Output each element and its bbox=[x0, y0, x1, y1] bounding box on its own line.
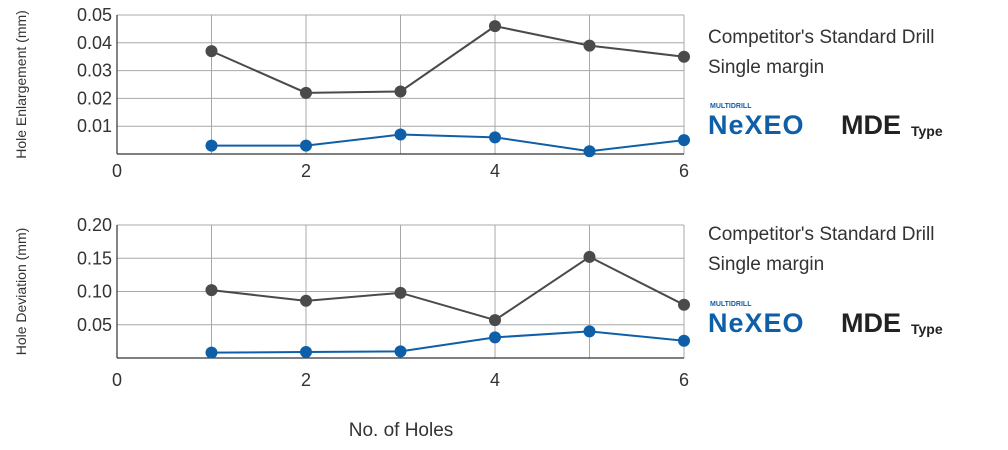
brand-model-text: MDE bbox=[841, 110, 901, 140]
y-tick-label: 0.05 bbox=[77, 5, 112, 25]
legend-competitor-line2: Single margin bbox=[708, 57, 824, 78]
y-tick-label: 0.03 bbox=[77, 61, 112, 81]
series-line bbox=[211, 330, 685, 354]
data-point bbox=[394, 128, 407, 141]
y-tick-label: 0.01 bbox=[77, 116, 112, 136]
brand-suffix-text: Type bbox=[911, 123, 943, 139]
data-point bbox=[583, 39, 596, 52]
data-point bbox=[489, 20, 501, 33]
data-point bbox=[205, 139, 218, 152]
data-point bbox=[583, 145, 596, 158]
data-point bbox=[678, 334, 690, 347]
y-tick-label: 0.15 bbox=[77, 248, 112, 268]
series-line bbox=[211, 133, 685, 153]
legend-competitor-line1: Competitor's Standard Drill bbox=[708, 224, 934, 245]
x-tick-label: 2 bbox=[301, 370, 311, 390]
x-tick-label: 0 bbox=[112, 370, 122, 390]
data-point bbox=[489, 314, 501, 327]
data-point bbox=[300, 86, 312, 99]
data-point bbox=[394, 345, 407, 358]
data-point bbox=[300, 139, 312, 152]
data-point bbox=[678, 134, 690, 147]
data-point bbox=[205, 45, 218, 58]
data-point bbox=[678, 50, 690, 63]
data-point bbox=[678, 298, 690, 311]
series-nexeo-mde bbox=[205, 325, 690, 359]
series-line bbox=[211, 25, 685, 94]
y-tick-label: 0.10 bbox=[77, 282, 112, 302]
data-point bbox=[583, 250, 596, 263]
brand-model-text: MDE bbox=[841, 308, 901, 338]
data-point bbox=[205, 346, 218, 359]
y-axis-label: Hole Enlargement (mm) bbox=[13, 10, 29, 159]
y-axis-label: Hole Deviation (mm) bbox=[13, 228, 29, 356]
brand-logo-text: NeXEO bbox=[708, 308, 805, 338]
x-tick-label: 2 bbox=[301, 161, 311, 181]
brand-super-text: MULTIDRILL bbox=[710, 301, 752, 308]
x-tick-label: 4 bbox=[490, 161, 500, 181]
brand-logo-text: NeXEO bbox=[708, 110, 805, 140]
panel-1: 0.01 0.02 0.03 0.04 0.05 0 2 4 6 Hole Enlargement… bbox=[13, 5, 943, 181]
data-point bbox=[300, 294, 312, 307]
legend-competitor-line2: Single margin bbox=[708, 254, 824, 275]
x-tick-label: 4 bbox=[490, 370, 500, 390]
brand-super-text: MULTIDRILL bbox=[710, 103, 752, 110]
y-tick-label: 0.04 bbox=[77, 33, 112, 53]
x-axis-label: No. of Holes bbox=[349, 420, 454, 441]
x-tick-label: 6 bbox=[679, 370, 689, 390]
series-competitor bbox=[205, 250, 690, 327]
series-nexeo-mde bbox=[205, 128, 690, 158]
series-competitor bbox=[205, 20, 690, 99]
data-point bbox=[394, 286, 407, 299]
panel-2: 0.05 0.10 0.15 0.20 0 2 4 6 Hole Deviation (mm) C… bbox=[13, 215, 943, 390]
legend-competitor-line1: Competitor's Standard Drill bbox=[708, 27, 934, 48]
y-tick-label: 0.20 bbox=[77, 215, 112, 235]
data-point bbox=[300, 346, 312, 359]
data-point bbox=[583, 325, 596, 338]
data-point bbox=[394, 85, 407, 98]
y-tick-label: 0.05 bbox=[77, 315, 112, 335]
y-tick-label: 0.02 bbox=[77, 88, 112, 108]
x-tick-label: 6 bbox=[679, 161, 689, 181]
x-tick-label: 0 bbox=[112, 161, 122, 181]
series-line bbox=[211, 255, 685, 322]
data-point bbox=[489, 331, 501, 344]
data-point bbox=[205, 284, 218, 297]
data-point bbox=[489, 131, 501, 144]
brand-suffix-text: Type bbox=[911, 321, 943, 337]
